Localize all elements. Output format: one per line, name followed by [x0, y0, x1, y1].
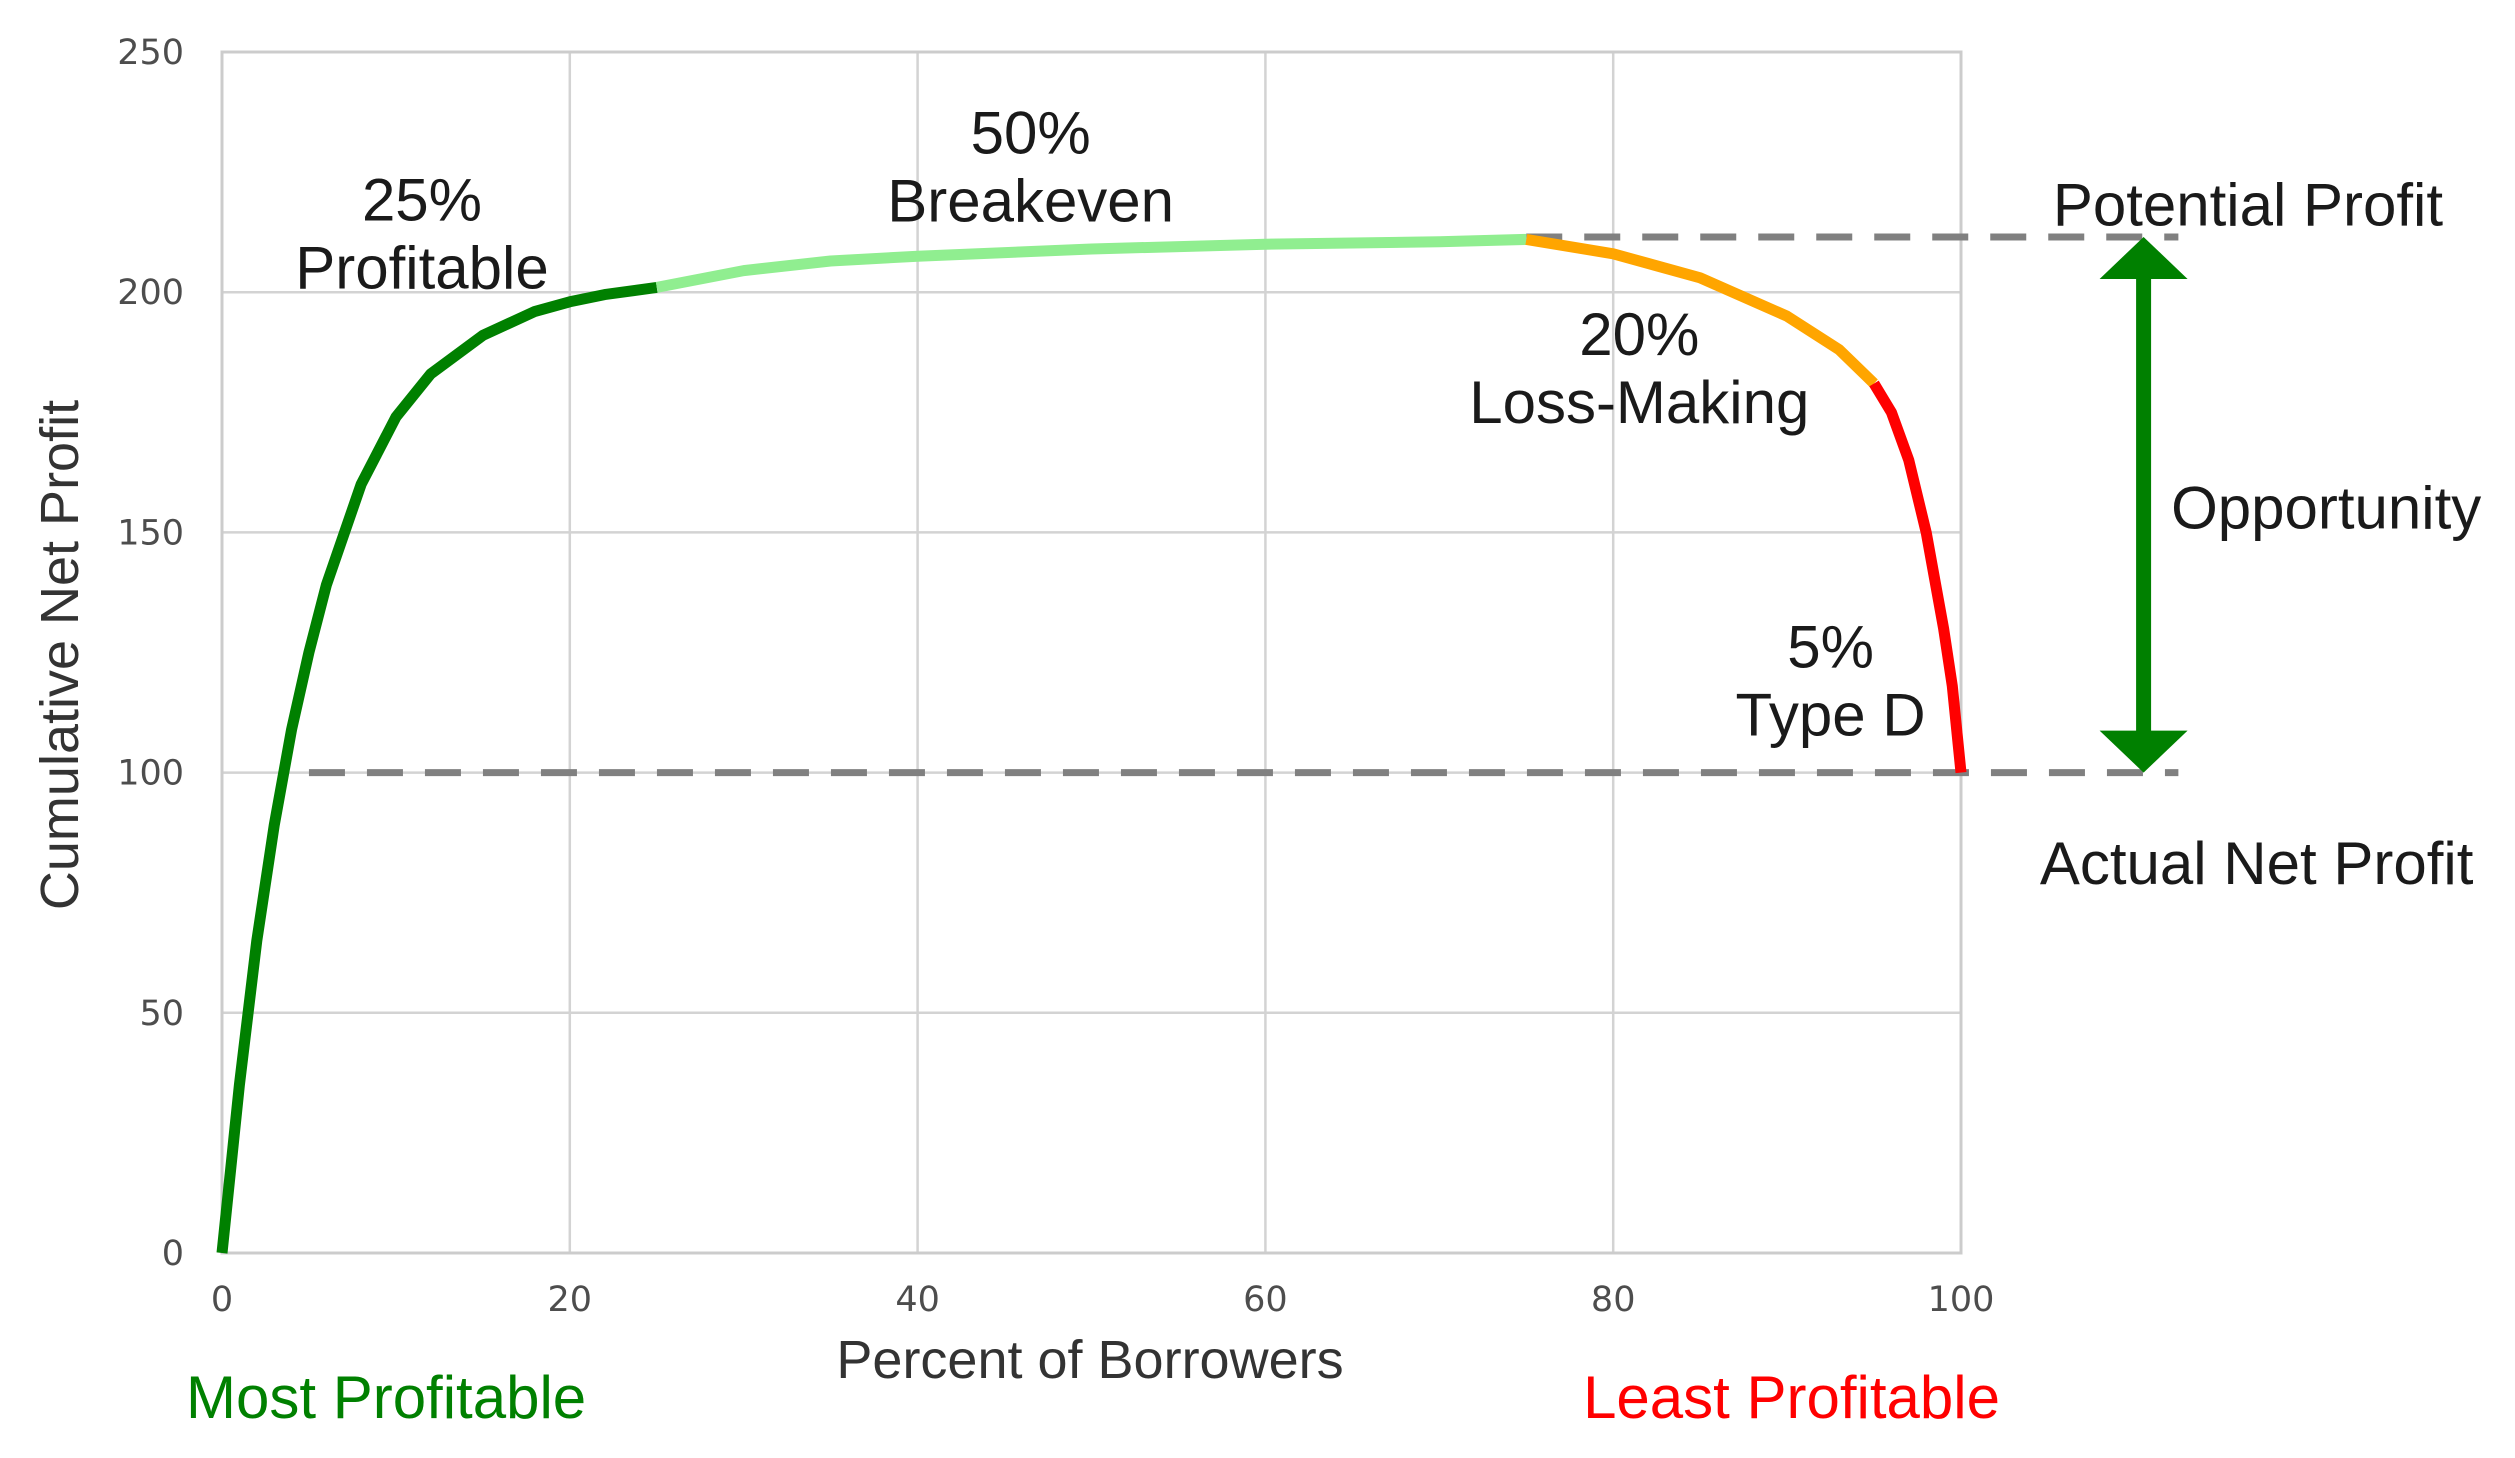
most-profitable-label: Most Profitable — [186, 1364, 586, 1431]
type-d-segment — [1869, 380, 1967, 774]
reference-lines — [308, 233, 2179, 777]
x-tick-label: 20 — [548, 1280, 593, 1320]
annotation-label: Opportunity — [2171, 474, 2481, 541]
y-axis-title: Cumulative Net Profit — [30, 400, 90, 910]
profit-curve — [216, 233, 1967, 1254]
y-tick-label: 100 — [117, 754, 184, 794]
x-tick-label: 80 — [1591, 1280, 1636, 1320]
annotation-label: Type D — [1736, 681, 1926, 748]
y-tick-label: 0 — [162, 1234, 184, 1274]
x-tick-label: 60 — [1243, 1280, 1288, 1320]
annotation-label: 25% — [362, 167, 482, 234]
annotation-label: Profitable — [295, 235, 548, 302]
annotation-label: Potential Profit — [2053, 172, 2444, 239]
profitable-segment — [216, 281, 658, 1254]
x-tick-label: 100 — [1928, 1280, 1995, 1320]
annotation-label: 20% — [1579, 301, 1699, 368]
annotation-label: 50% — [971, 99, 1091, 166]
x-tick-label: 0 — [211, 1280, 233, 1320]
annotation-label: 5% — [1787, 613, 1874, 680]
opportunity-arrow-group — [2099, 236, 2188, 773]
y-tick-label: 50 — [139, 994, 184, 1034]
x-axis-title: Percent of Borrowers — [836, 1330, 1343, 1390]
y-tick-label: 200 — [117, 273, 184, 313]
plot-frame — [220, 50, 1963, 1255]
annotations: 25%Profitable 50%Breakeven 20%Loss-Making 5… — [295, 99, 2481, 897]
breakeven-segment — [655, 233, 1527, 293]
opportunity-arrow-head-down — [2099, 730, 2188, 773]
annotation-label: Loss-Making — [1469, 369, 1809, 436]
opportunity-arrow-head-up — [2099, 236, 2188, 279]
annotation-label: Actual Net Profit — [2040, 830, 2474, 897]
tick-labels: 0 20 40 60 80 100 0 50 100 150 200 250 — [117, 33, 1994, 1320]
y-tick-label: 250 — [117, 33, 184, 73]
y-tick-label: 150 — [117, 513, 184, 553]
plot-border — [220, 50, 1963, 1255]
least-profitable-label: Least Profitable — [1583, 1364, 2000, 1431]
annotation-label: Breakeven — [887, 167, 1174, 234]
loss-making-segment — [1525, 233, 1878, 388]
x-tick-label: 40 — [895, 1280, 940, 1320]
